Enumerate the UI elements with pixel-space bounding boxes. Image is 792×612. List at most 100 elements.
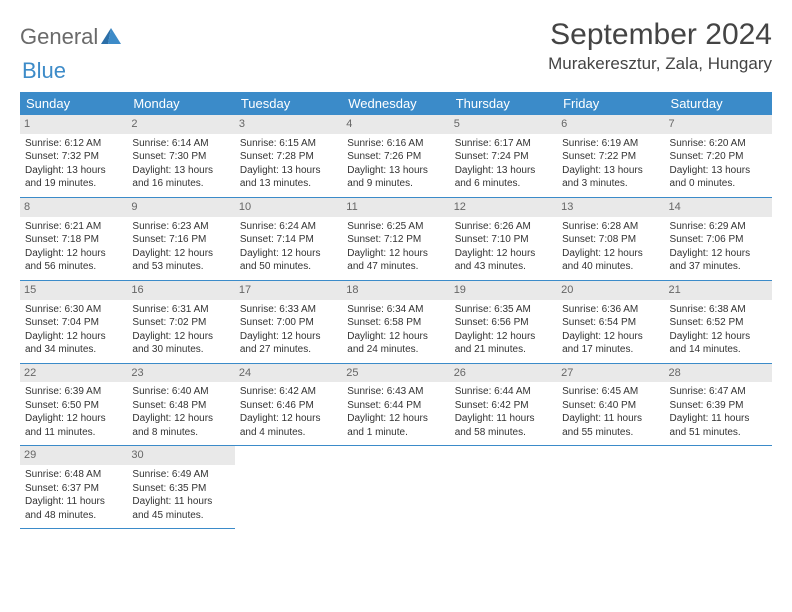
logo: General bbox=[20, 18, 121, 50]
daylight-text: Daylight: 11 hours and 58 minutes. bbox=[455, 412, 552, 439]
calendar-cell: . bbox=[235, 446, 342, 529]
calendar-row: 29 Sunrise: 6:48 AMSunset: 6:37 PM Dayligh… bbox=[20, 446, 772, 529]
logo-text-1: General bbox=[20, 24, 98, 50]
sunset-text: Sunset: 6:48 PM bbox=[132, 399, 229, 413]
sunrise-text: Sunrise: 6:17 AM bbox=[455, 137, 552, 151]
daylight-text: Daylight: 13 hours and 13 minutes. bbox=[240, 164, 337, 191]
daylight-text: Daylight: 13 hours and 16 minutes. bbox=[132, 164, 229, 191]
daylight-text: Daylight: 12 hours and 14 minutes. bbox=[670, 330, 767, 357]
calendar-cell: 9Sunrise: 6:23 AMSunset: 7:16 PMDaylight… bbox=[127, 197, 234, 280]
sunrise-text: Sunrise: 6:15 AM bbox=[240, 137, 337, 151]
title-block: September 2024 Murakeresztur, Zala, Hung… bbox=[548, 18, 772, 74]
day-number: 16 bbox=[127, 281, 234, 300]
daylight-text: Daylight: 12 hours and 56 minutes. bbox=[25, 247, 122, 274]
day-number: 11 bbox=[342, 198, 449, 217]
daylight-text: Daylight: 12 hours and 8 minutes. bbox=[132, 412, 229, 439]
calendar-cell: 19Sunrise: 6:35 AMSunset: 6:56 PMDayligh… bbox=[450, 280, 557, 363]
day-number: 15 bbox=[20, 281, 127, 300]
calendar-row: 8Sunrise: 6:21 AMSunset: 7:18 PMDaylight… bbox=[20, 197, 772, 280]
calendar-cell: 29Sunrise: 6:48 AMSunset: 6:37 PMDayligh… bbox=[20, 446, 127, 529]
weekday-header: Wednesday bbox=[342, 92, 449, 115]
sunset-text: Sunset: 7:16 PM bbox=[132, 233, 229, 247]
daylight-text: Daylight: 13 hours and 9 minutes. bbox=[347, 164, 444, 191]
daylight-text: Daylight: 13 hours and 3 minutes. bbox=[562, 164, 659, 191]
sunrise-text: Sunrise: 6:25 AM bbox=[347, 220, 444, 234]
sunrise-text: Sunrise: 6:21 AM bbox=[25, 220, 122, 234]
sunset-text: Sunset: 6:35 PM bbox=[132, 482, 229, 496]
day-number: 13 bbox=[557, 198, 664, 217]
calendar-cell: . bbox=[557, 446, 664, 529]
calendar-cell: 6Sunrise: 6:19 AMSunset: 7:22 PMDaylight… bbox=[557, 115, 664, 197]
sunset-text: Sunset: 7:04 PM bbox=[25, 316, 122, 330]
sunrise-text: Sunrise: 6:16 AM bbox=[347, 137, 444, 151]
weekday-header: Monday bbox=[127, 92, 234, 115]
calendar-cell: 24Sunrise: 6:42 AMSunset: 6:46 PMDayligh… bbox=[235, 363, 342, 446]
sunrise-text: Sunrise: 6:44 AM bbox=[455, 385, 552, 399]
calendar-table: Sunday Monday Tuesday Wednesday Thursday… bbox=[20, 92, 772, 529]
calendar-row: 1Sunrise: 6:12 AMSunset: 7:32 PMDaylight… bbox=[20, 115, 772, 197]
sunset-text: Sunset: 6:56 PM bbox=[455, 316, 552, 330]
sunset-text: Sunset: 7:20 PM bbox=[670, 150, 767, 164]
daylight-text: Daylight: 13 hours and 0 minutes. bbox=[670, 164, 767, 191]
sunrise-text: Sunrise: 6:23 AM bbox=[132, 220, 229, 234]
sunrise-text: Sunrise: 6:33 AM bbox=[240, 303, 337, 317]
calendar-cell: 30Sunrise: 6:49 AMSunset: 6:35 PMDayligh… bbox=[127, 446, 234, 529]
daylight-text: Daylight: 12 hours and 40 minutes. bbox=[562, 247, 659, 274]
sunset-text: Sunset: 6:42 PM bbox=[455, 399, 552, 413]
sunrise-text: Sunrise: 6:30 AM bbox=[25, 303, 122, 317]
sunset-text: Sunset: 6:54 PM bbox=[562, 316, 659, 330]
day-number: 30 bbox=[127, 446, 234, 465]
sunrise-text: Sunrise: 6:48 AM bbox=[25, 468, 122, 482]
day-number: 18 bbox=[342, 281, 449, 300]
calendar-cell: . bbox=[665, 446, 772, 529]
daylight-text: Daylight: 12 hours and 17 minutes. bbox=[562, 330, 659, 357]
logo-text-2: Blue bbox=[22, 58, 66, 83]
sunset-text: Sunset: 6:44 PM bbox=[347, 399, 444, 413]
weekday-header: Tuesday bbox=[235, 92, 342, 115]
daylight-text: Daylight: 12 hours and 27 minutes. bbox=[240, 330, 337, 357]
sunset-text: Sunset: 6:46 PM bbox=[240, 399, 337, 413]
weekday-header-row: Sunday Monday Tuesday Wednesday Thursday… bbox=[20, 92, 772, 115]
daylight-text: Daylight: 13 hours and 6 minutes. bbox=[455, 164, 552, 191]
day-number: 28 bbox=[665, 364, 772, 383]
weekday-header: Thursday bbox=[450, 92, 557, 115]
sunrise-text: Sunrise: 6:12 AM bbox=[25, 137, 122, 151]
day-number: 29 bbox=[20, 446, 127, 465]
day-number: 14 bbox=[665, 198, 772, 217]
month-title: September 2024 bbox=[548, 18, 772, 52]
daylight-text: Daylight: 12 hours and 37 minutes. bbox=[670, 247, 767, 274]
day-number: 25 bbox=[342, 364, 449, 383]
sunset-text: Sunset: 6:58 PM bbox=[347, 316, 444, 330]
day-number: 17 bbox=[235, 281, 342, 300]
sunset-text: Sunset: 7:12 PM bbox=[347, 233, 444, 247]
sunrise-text: Sunrise: 6:35 AM bbox=[455, 303, 552, 317]
daylight-text: Daylight: 11 hours and 45 minutes. bbox=[132, 495, 229, 522]
sunrise-text: Sunrise: 6:29 AM bbox=[670, 220, 767, 234]
daylight-text: Daylight: 11 hours and 51 minutes. bbox=[670, 412, 767, 439]
day-number: 5 bbox=[450, 115, 557, 134]
calendar-row: 22Sunrise: 6:39 AMSunset: 6:50 PMDayligh… bbox=[20, 363, 772, 446]
sunrise-text: Sunrise: 6:43 AM bbox=[347, 385, 444, 399]
sunrise-text: Sunrise: 6:45 AM bbox=[562, 385, 659, 399]
day-number: 9 bbox=[127, 198, 234, 217]
calendar-cell: 11Sunrise: 6:25 AMSunset: 7:12 PMDayligh… bbox=[342, 197, 449, 280]
calendar-cell: 25Sunrise: 6:43 AMSunset: 6:44 PMDayligh… bbox=[342, 363, 449, 446]
sunset-text: Sunset: 7:26 PM bbox=[347, 150, 444, 164]
sunset-text: Sunset: 7:02 PM bbox=[132, 316, 229, 330]
daylight-text: Daylight: 12 hours and 43 minutes. bbox=[455, 247, 552, 274]
daylight-text: Daylight: 12 hours and 21 minutes. bbox=[455, 330, 552, 357]
daylight-text: Daylight: 12 hours and 11 minutes. bbox=[25, 412, 122, 439]
sunset-text: Sunset: 7:30 PM bbox=[132, 150, 229, 164]
calendar-cell: 1Sunrise: 6:12 AMSunset: 7:32 PMDaylight… bbox=[20, 115, 127, 197]
sunrise-text: Sunrise: 6:26 AM bbox=[455, 220, 552, 234]
sunrise-text: Sunrise: 6:40 AM bbox=[132, 385, 229, 399]
sunrise-text: Sunrise: 6:47 AM bbox=[670, 385, 767, 399]
calendar-cell: 17Sunrise: 6:33 AMSunset: 7:00 PMDayligh… bbox=[235, 280, 342, 363]
calendar-cell: 7Sunrise: 6:20 AMSunset: 7:20 PMDaylight… bbox=[665, 115, 772, 197]
calendar-cell: 28Sunrise: 6:47 AMSunset: 6:39 PMDayligh… bbox=[665, 363, 772, 446]
sunset-text: Sunset: 6:37 PM bbox=[25, 482, 122, 496]
day-number: 20 bbox=[557, 281, 664, 300]
daylight-text: Daylight: 12 hours and 4 minutes. bbox=[240, 412, 337, 439]
sunset-text: Sunset: 7:24 PM bbox=[455, 150, 552, 164]
day-number: 2 bbox=[127, 115, 234, 134]
